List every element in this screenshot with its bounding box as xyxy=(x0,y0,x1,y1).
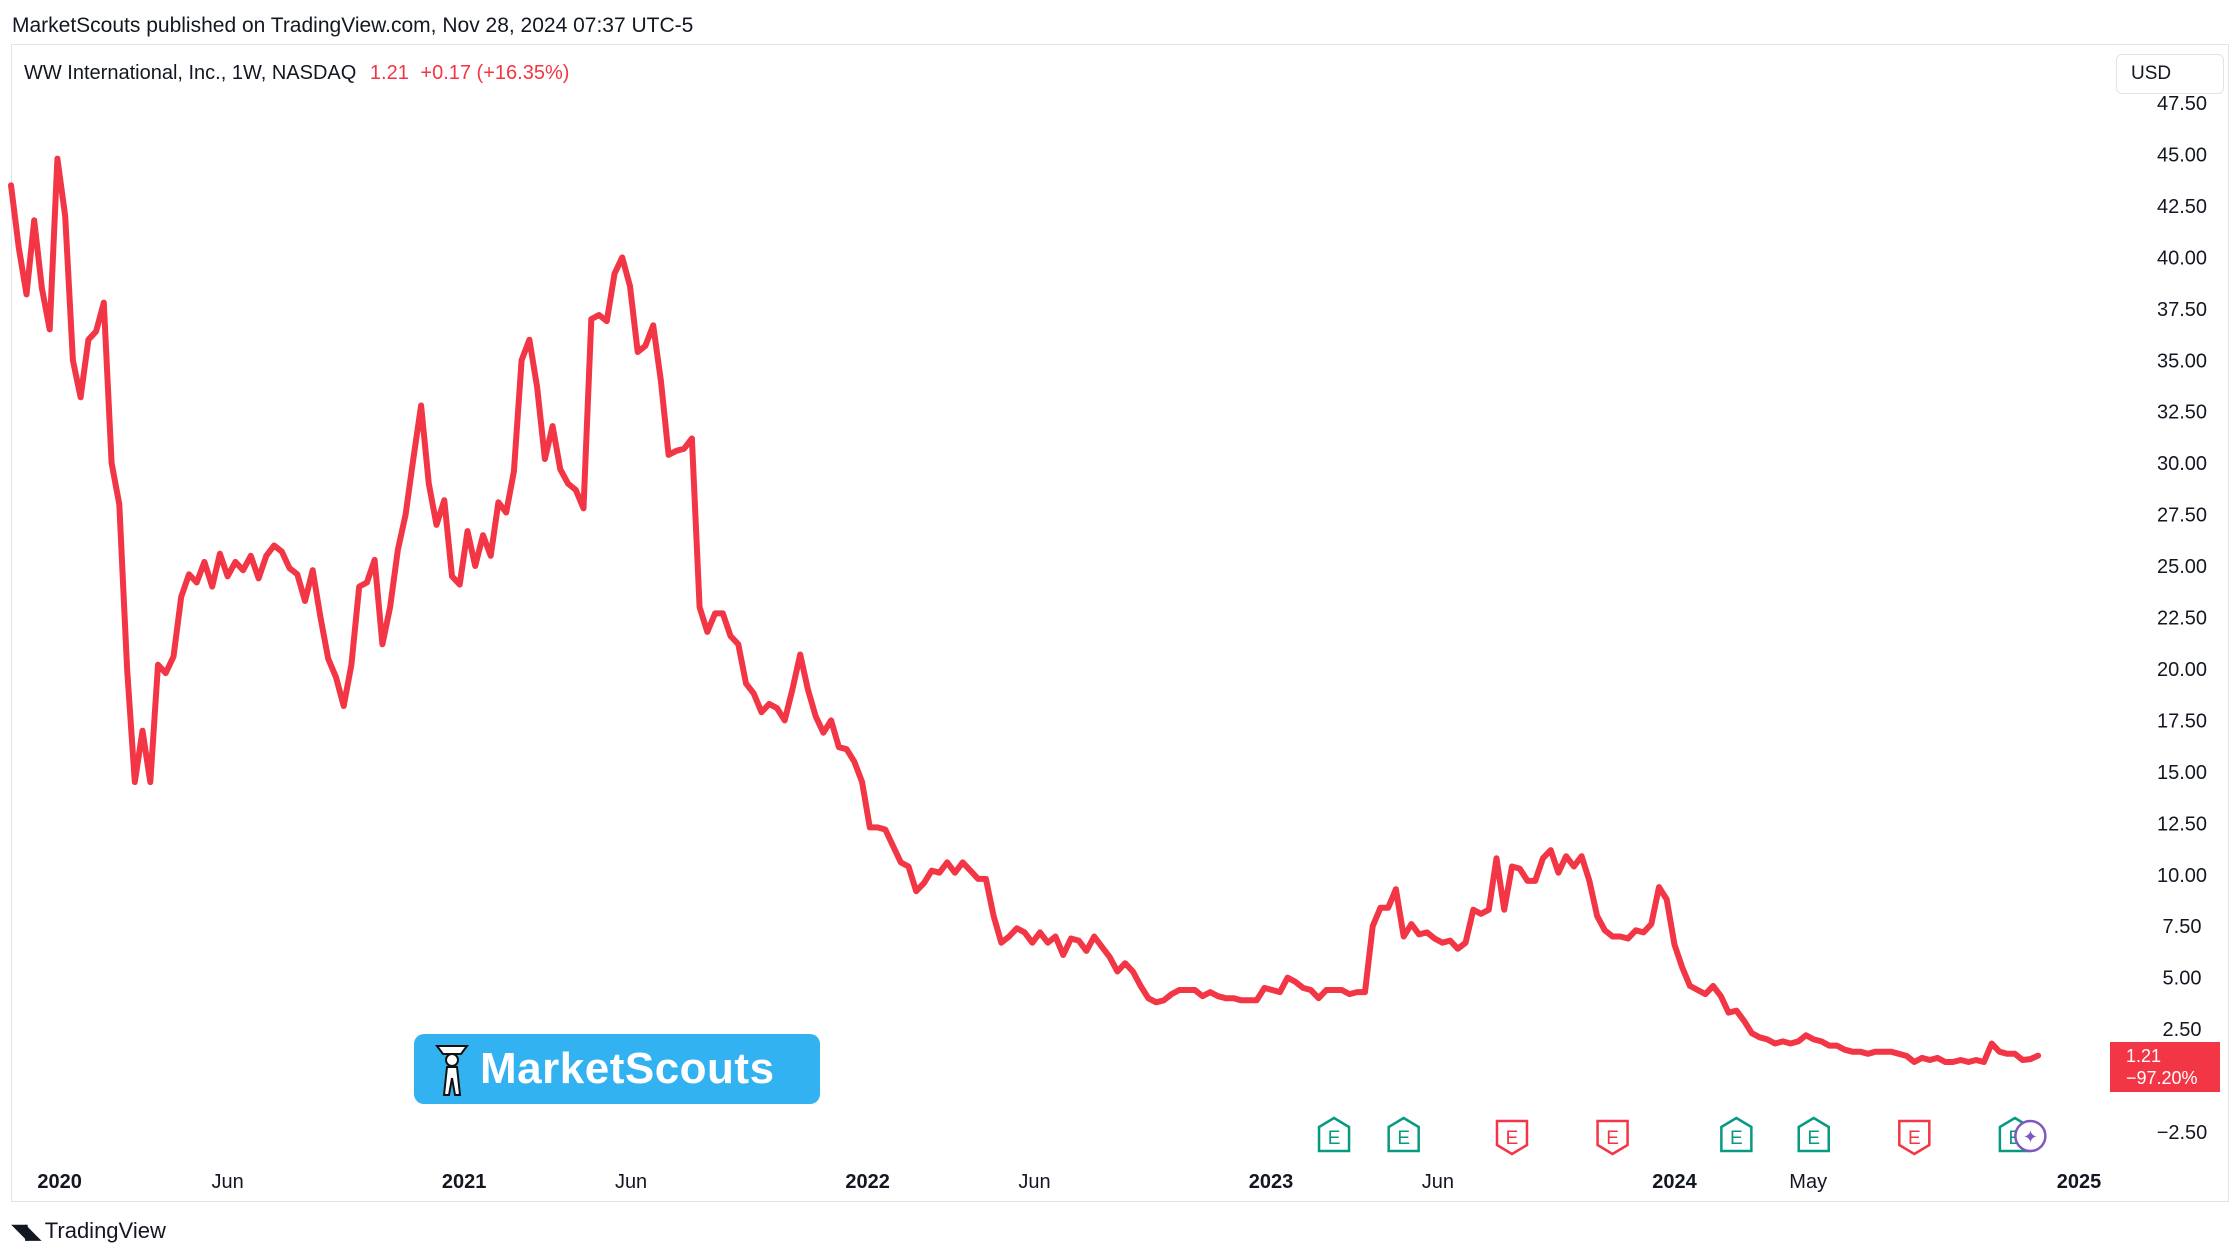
earnings-marker-shape xyxy=(1898,1119,1931,1156)
earnings-marker-shape xyxy=(1596,1119,1629,1156)
dividend-marker-shape xyxy=(2014,1119,2047,1153)
x-tick-label: 2025 xyxy=(2057,1171,2102,1193)
y-tick-label: 20.00 xyxy=(2157,659,2207,681)
y-tick-label: 12.50 xyxy=(2157,813,2207,835)
y-tick-label: 35.00 xyxy=(2157,350,2207,372)
x-tick-label: Jun xyxy=(1422,1171,1454,1193)
publish-info: MarketScouts published on TradingView.co… xyxy=(12,14,694,37)
y-tick-label: 32.50 xyxy=(2157,402,2207,424)
y-tick-label: 30.00 xyxy=(2157,453,2207,475)
y-tick-label: 5.00 xyxy=(2163,968,2202,990)
dividend-marker-label: ✦ xyxy=(2023,1127,2038,1148)
y-tick-label: 45.00 xyxy=(2157,144,2207,166)
earnings-marker-shape xyxy=(1797,1116,1830,1153)
x-tick-label: May xyxy=(1789,1171,1827,1193)
tradingview-footer: ◥◣ TradingView xyxy=(12,1218,166,1244)
y-tick-label: 37.50 xyxy=(2157,299,2207,321)
marketscouts-watermark: MarketScouts xyxy=(414,1034,820,1104)
price-change: +0.17 (+16.35%) xyxy=(420,62,570,84)
watermark-text: MarketScouts xyxy=(480,1044,775,1093)
earnings-marker-beat: E xyxy=(1387,1116,1420,1153)
y-tick-label: −2.50 xyxy=(2157,1122,2208,1144)
earnings-marker-label: E xyxy=(1328,1128,1341,1149)
x-tick-label: Jun xyxy=(615,1171,647,1193)
earnings-marker-label: E xyxy=(1606,1128,1619,1149)
last-price: 1.21 xyxy=(369,62,409,84)
earnings-marker-label: E xyxy=(1807,1128,1820,1149)
earnings-marker-miss: E xyxy=(1898,1119,1931,1156)
earnings-marker-shape xyxy=(1495,1119,1529,1156)
y-axis: 47.50 45.00 42.50 40.00 37.50 35.00 32.50 30.00… xyxy=(2157,93,2208,1144)
y-tick-label: 25.00 xyxy=(2157,556,2207,578)
price-tag: 1.21 −97.20% xyxy=(2110,1042,2220,1092)
x-tick-label: 2023 xyxy=(1249,1171,1294,1193)
tradingview-logo-icon: ◥◣ xyxy=(12,1220,41,1243)
x-tick-label: 2020 xyxy=(37,1171,82,1193)
earnings-marker-beat: E xyxy=(1720,1116,1753,1153)
series-layer xyxy=(8,155,2042,1065)
earnings-marker-beat: E xyxy=(1797,1116,1830,1153)
x-tick-label: 2021 xyxy=(442,1171,487,1193)
scout-mascot-icon xyxy=(435,1045,469,1096)
y-tick-label: 40.00 xyxy=(2157,247,2207,269)
y-tick-label: 47.50 xyxy=(2157,93,2207,115)
y-tick-label: 7.50 xyxy=(2163,916,2202,938)
earnings-marker-shape xyxy=(1387,1116,1420,1153)
dividend-marker: ✦ xyxy=(2014,1119,2047,1153)
earnings-marker-label: E xyxy=(1908,1128,1921,1149)
x-tick-label: 2024 xyxy=(1652,1171,1697,1193)
x-tick-label: Jun xyxy=(1018,1171,1050,1193)
x-tick-label: Jun xyxy=(212,1171,244,1193)
earnings-marker-label: E xyxy=(1730,1128,1743,1149)
x-tick-label: 2022 xyxy=(845,1171,890,1193)
earnings-marker-shape xyxy=(1720,1116,1753,1153)
price-tag-percent: −97.20% xyxy=(2126,1068,2198,1088)
tradingview-brand: TradingView xyxy=(44,1218,166,1243)
y-tick-label: 15.00 xyxy=(2157,762,2207,784)
currency-button[interactable]: USD xyxy=(2116,54,2224,94)
earnings-marker-label: E xyxy=(1397,1128,1410,1149)
events-layer: EEEEEEEE✦ xyxy=(1317,1116,2047,1156)
earnings-marker-miss: E xyxy=(1596,1119,1629,1156)
x-axis: 2020 Jun 2021 Jun 2022 Jun 2023 Jun 2024 May 2025 xyxy=(37,1171,2101,1193)
y-tick-label: 2.50 xyxy=(2163,1019,2202,1041)
price-tag-value: 1.21 xyxy=(2126,1046,2162,1066)
y-tick-label: 17.50 xyxy=(2157,710,2207,732)
earnings-marker-label: E xyxy=(1506,1128,1519,1149)
earnings-marker-shape xyxy=(1317,1116,1351,1153)
y-tick-label: 22.50 xyxy=(2157,608,2207,630)
y-tick-label: 42.50 xyxy=(2157,196,2207,218)
symbol-title: WW International, Inc., 1W, NASDAQ xyxy=(24,62,357,84)
earnings-marker-beat: E xyxy=(1317,1116,1351,1153)
symbol-legend: WW International, Inc., 1W, NASDAQ 1.21 … xyxy=(24,62,569,85)
price-line xyxy=(8,155,2042,1065)
y-tick-label: 10.00 xyxy=(2157,865,2207,887)
y-tick-label: 27.50 xyxy=(2157,505,2207,527)
earnings-marker-miss: E xyxy=(1495,1119,1529,1156)
